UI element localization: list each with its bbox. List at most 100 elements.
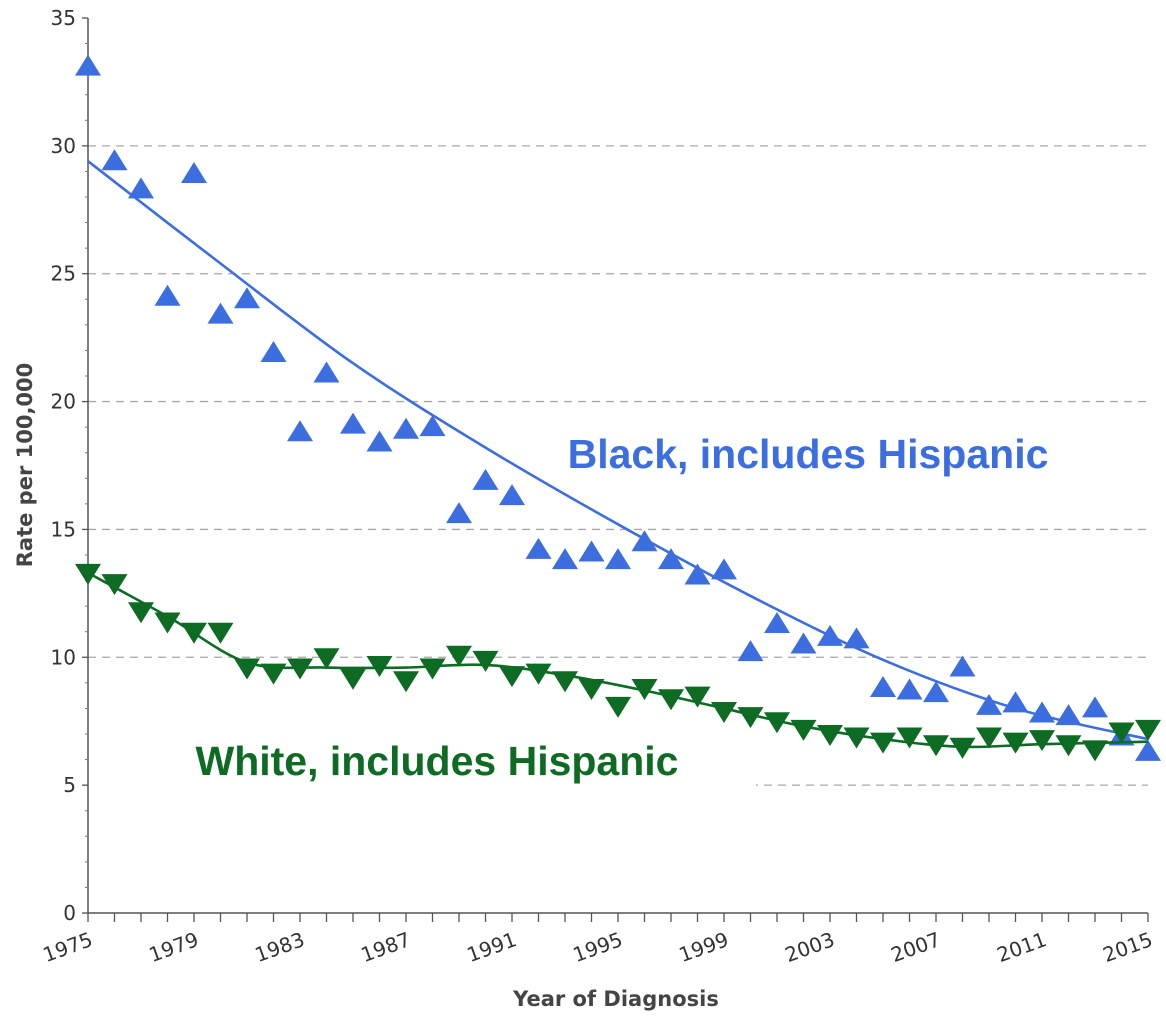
- data-point-black: [446, 502, 472, 524]
- data-point-white: [366, 655, 393, 677]
- x-tick-label-1995: 1995: [570, 927, 626, 967]
- y-tick-label-0: 0: [63, 901, 76, 925]
- data-point-black: [499, 484, 525, 506]
- data-point-black: [1055, 704, 1082, 726]
- data-point-white: [1002, 732, 1029, 754]
- x-ticks: 1975 1979 1983 1987 1991 1995 1999 2003 2007 2011…: [40, 913, 1156, 967]
- x-tick-label-2007: 2007: [888, 927, 944, 967]
- x-tick-label-2003: 2003: [782, 927, 838, 967]
- y-axis-title: Rate per 100,000: [13, 363, 37, 568]
- data-point-black: [366, 430, 393, 452]
- data-point-white: [154, 612, 181, 634]
- plot-area: [75, 54, 1161, 762]
- data-point-black: [605, 548, 631, 570]
- data-point-black: [870, 675, 896, 697]
- data-point-white: [393, 671, 419, 693]
- x-tick-label-2015: 2015: [1100, 927, 1156, 967]
- data-point-black: [1135, 739, 1161, 761]
- series-label-white: White, includes Hispanic: [196, 738, 679, 784]
- data-point-black: [207, 302, 234, 324]
- y-tick-label-10: 10: [51, 645, 76, 669]
- data-point-black: [101, 149, 128, 171]
- data-point-white: [472, 650, 499, 672]
- data-point-white: [711, 701, 737, 723]
- data-point-white: [101, 574, 128, 596]
- data-point-black: [525, 537, 552, 559]
- data-point-white: [446, 645, 472, 667]
- series-label-white-background: [120, 705, 756, 797]
- data-point-white: [578, 678, 605, 700]
- data-point-black: [313, 361, 340, 383]
- data-point-white: [896, 727, 923, 749]
- data-point-white: [1055, 735, 1082, 757]
- data-point-black: [287, 420, 313, 442]
- x-tick-label-1975: 1975: [40, 927, 96, 967]
- data-point-white: [525, 663, 552, 685]
- data-point-black: [1029, 701, 1055, 723]
- data-point-black: [976, 693, 1002, 715]
- data-point-white: [419, 658, 446, 680]
- data-point-white: [790, 719, 817, 741]
- data-point-white: [737, 707, 764, 729]
- data-point-white: [234, 658, 260, 680]
- data-point-black: [737, 640, 764, 662]
- data-point-white: [260, 663, 287, 685]
- data-point-black: [1082, 696, 1108, 718]
- data-point-white: [817, 725, 843, 746]
- data-point-black: [896, 678, 923, 700]
- y-tick-label-30: 30: [51, 134, 76, 158]
- y-tick-label-20: 20: [51, 390, 76, 414]
- data-point-white: [658, 689, 684, 711]
- y-tick-label-25: 25: [51, 262, 76, 286]
- y-tick-label-35: 35: [51, 6, 76, 30]
- series-label-black: Black, includes Hispanic: [568, 431, 1049, 477]
- data-point-white: [949, 737, 976, 759]
- data-point-black: [260, 340, 287, 362]
- data-point-white: [207, 622, 234, 644]
- data-point-white: [552, 671, 578, 693]
- data-point-black: [631, 530, 658, 552]
- data-point-black: [764, 612, 790, 634]
- x-tick-label-1987: 1987: [358, 927, 414, 967]
- data-point-white: [128, 602, 154, 624]
- data-point-white: [313, 648, 340, 670]
- data-point-black: [340, 412, 366, 434]
- x-tick-label-1999: 1999: [676, 927, 732, 967]
- data-point-white: [1135, 719, 1161, 741]
- data-point-black: [75, 54, 101, 76]
- y-tick-label-15: 15: [51, 517, 76, 541]
- x-tick-label-2011: 2011: [994, 927, 1050, 967]
- data-point-white: [764, 712, 790, 734]
- data-point-black: [711, 558, 737, 580]
- data-point-black: [658, 548, 684, 570]
- data-point-black: [552, 548, 578, 570]
- y-ticks: 0 5 10 15 20 25 30 35: [51, 6, 88, 925]
- data-point-black: [1002, 691, 1029, 713]
- data-point-black: [923, 681, 949, 703]
- data-point-black: [419, 415, 446, 437]
- data-point-black: [817, 624, 843, 646]
- data-point-white: [340, 668, 366, 690]
- data-point-black: [949, 655, 976, 677]
- data-point-white: [1029, 730, 1055, 752]
- x-tick-label-1991: 1991: [464, 927, 520, 967]
- data-point-white: [605, 696, 631, 718]
- data-point-black: [393, 417, 419, 439]
- data-point-black: [472, 468, 499, 490]
- data-point-black: [128, 177, 154, 199]
- data-point-white: [923, 735, 949, 757]
- data-point-black: [181, 161, 207, 183]
- data-point-black: [578, 540, 605, 562]
- data-point-white: [631, 678, 658, 700]
- data-point-black: [684, 563, 711, 585]
- data-point-black: [154, 284, 181, 306]
- data-point-white: [976, 727, 1002, 749]
- data-point-black: [843, 627, 870, 649]
- x-tick-label-1979: 1979: [146, 927, 202, 967]
- data-point-white: [1082, 740, 1108, 762]
- data-point-black: [234, 287, 260, 309]
- data-point-white: [684, 686, 711, 708]
- data-point-white: [181, 622, 207, 644]
- x-axis-title: Year of Diagnosis: [512, 987, 719, 1011]
- data-point-white: [870, 732, 896, 754]
